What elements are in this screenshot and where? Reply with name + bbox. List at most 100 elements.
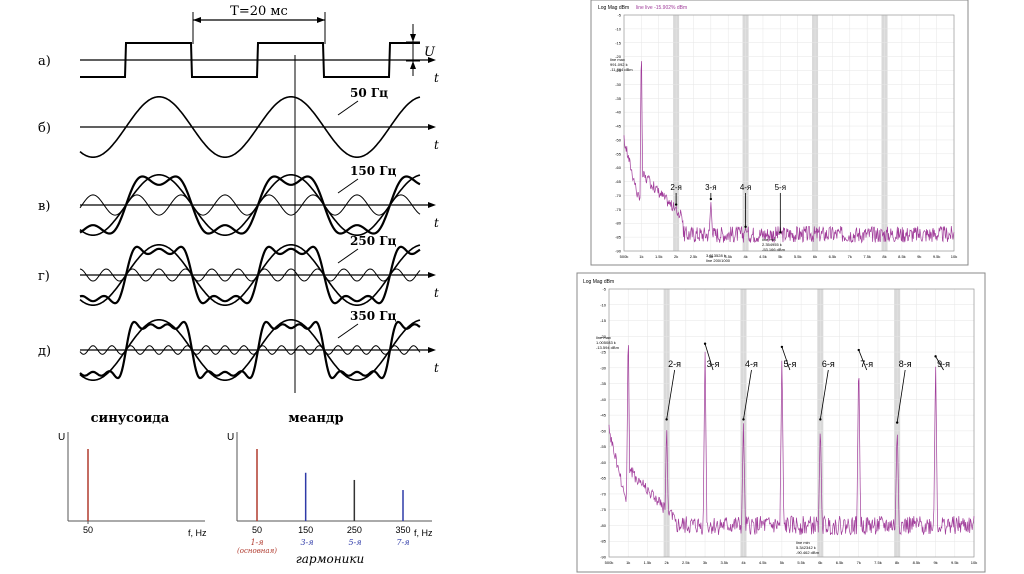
- x-tick-label: 7k: [848, 254, 852, 259]
- annotation-arrowhead: [744, 225, 747, 228]
- x-tick-label: 7k: [857, 560, 861, 565]
- row-letter: в): [38, 199, 50, 214]
- harmonic-wave: [79, 345, 421, 355]
- marker-readout: line min: [762, 237, 776, 242]
- annotation-arrowhead: [934, 355, 937, 358]
- harmonic-annotation: 4-я: [740, 183, 751, 192]
- amplitude-label: U: [424, 45, 436, 60]
- x-tick-label: 4.5k: [759, 254, 767, 259]
- row-letter: а): [38, 54, 51, 69]
- marker-readout: -13.594 dBm: [596, 345, 620, 350]
- y-tick-label: -40: [600, 397, 607, 402]
- x-tick-label: 3k: [703, 560, 707, 565]
- harmonic-annotation: 2-я: [670, 183, 681, 192]
- amplitude-arrow-bottom: [410, 61, 416, 69]
- time-axis-arrow: [428, 202, 436, 208]
- y-tick-label: -30: [615, 82, 622, 87]
- harmonic-wave: [79, 268, 421, 282]
- marker-readout: 5.342342 k: [796, 545, 816, 550]
- x-tick-label: 8.5k: [913, 560, 921, 565]
- x-tick-label: 3.5k: [720, 560, 728, 565]
- sum-wave: [79, 320, 421, 380]
- annotation-arrowhead: [674, 203, 678, 206]
- harmonic-annotation: 7-я: [860, 359, 873, 369]
- spectrum-tick-label: 350: [395, 525, 410, 535]
- frequency-pointer: [337, 248, 359, 264]
- y-tick-label: -65: [615, 179, 622, 184]
- y-tick-label: -45: [600, 413, 607, 418]
- fundamental-wave: [79, 174, 421, 236]
- harmonic-annotation: 2-я: [668, 359, 681, 369]
- sum-wave: [79, 245, 421, 305]
- fundamental-wave: [79, 244, 421, 306]
- annotation-arrow: [743, 369, 752, 420]
- harmonic-annotation: 8-я: [899, 359, 912, 369]
- x-tick-label: 4k: [741, 560, 745, 565]
- row-letter: д): [38, 344, 51, 359]
- x-tick-label: 3.5k: [724, 254, 732, 259]
- y-tick-label: -35: [600, 381, 607, 386]
- y-tick-label: -55: [600, 444, 607, 449]
- y-tick-label: -85: [615, 235, 622, 240]
- y-tick-label: -15: [615, 40, 622, 45]
- time-axis-label: t: [434, 71, 439, 85]
- y-tick-label: -20: [615, 54, 622, 59]
- analyzer-bottom: Log Mag dBm -5 -10 -15 -20 -25 -30 -35 -40 -45 -5…: [576, 272, 986, 573]
- annotation-arrow: [781, 346, 791, 371]
- square-y-label: U: [227, 432, 234, 443]
- y-tick-label: -25: [600, 350, 607, 355]
- time-axis-label: t: [434, 286, 439, 300]
- marker-readout: -53.166 dBm: [762, 247, 786, 252]
- analyzer-top-frame: [590, 0, 969, 266]
- time-axis-arrow: [428, 347, 436, 353]
- harmonic-wave: [79, 194, 421, 216]
- annotation-arrow: [666, 369, 676, 420]
- time-axis-arrow: [428, 124, 436, 130]
- x-tick-label: 1k: [639, 254, 643, 259]
- y-tick-label: -60: [600, 460, 607, 465]
- marker-readout: 991.092 k: [610, 62, 628, 67]
- x-tick-label: 5k: [780, 560, 784, 565]
- y-tick-label: -80: [600, 523, 607, 528]
- frequency-label: 50 Гц: [350, 86, 388, 100]
- annotation-arrowhead: [779, 231, 782, 234]
- square-spectrum-title: меандр: [288, 411, 343, 426]
- sine-x-label: f, Hz: [188, 528, 207, 538]
- annotation-arrow: [858, 349, 868, 371]
- frequency-label: 350 Гц: [350, 309, 397, 323]
- analyzer-top: Log Mag dBm line live -15.902% dBm -5 -10…: [590, 0, 969, 266]
- x-tick-label: 6k: [818, 560, 822, 565]
- y-tick-label: -70: [600, 491, 607, 496]
- sum-wave: [79, 175, 421, 235]
- spectrum-tick-label: 50: [83, 525, 93, 535]
- x-tick-label: 5.5k: [794, 254, 802, 259]
- spectrum-tick-label: 250: [347, 525, 362, 535]
- square-wave: [80, 42, 420, 78]
- y-tick-label: -90: [600, 555, 607, 560]
- marker-readout: line max: [596, 335, 611, 340]
- spectrum-tick-label: 150: [298, 525, 313, 535]
- y-tick-label: -80: [615, 221, 622, 226]
- amplitude-arrow-top: [410, 34, 416, 42]
- x-tick-label: 10k: [971, 560, 977, 565]
- waveform-row-1: а) t: [38, 42, 439, 85]
- frequency-pointer: [337, 178, 359, 194]
- y-tick-label: -45: [615, 124, 622, 129]
- marker-readout: line 200/1000: [706, 258, 731, 263]
- x-tick-label: 3k: [709, 254, 713, 259]
- x-tick-label: 2.5k: [682, 560, 690, 565]
- analyzer-top-header: Log Mag dBm: [598, 5, 629, 11]
- time-axis-label: t: [434, 138, 439, 152]
- y-tick-label: -5: [617, 13, 621, 18]
- y-tick-label: -55: [615, 151, 622, 156]
- y-tick-label: -75: [600, 507, 607, 512]
- marker-readout: 3.813528 k: [706, 253, 726, 258]
- harmonic-annotation: 4-я: [745, 359, 758, 369]
- y-tick-label: -10: [600, 302, 607, 307]
- x-tick-label: 2k: [665, 560, 669, 565]
- frequency-pointer: [337, 100, 359, 116]
- annotation-arrowhead: [895, 421, 899, 424]
- period-label: T=20 мс: [230, 4, 288, 19]
- waveform-row-3: в) t 150 Гц: [38, 164, 439, 236]
- x-tick-label: 2.5k: [690, 254, 698, 259]
